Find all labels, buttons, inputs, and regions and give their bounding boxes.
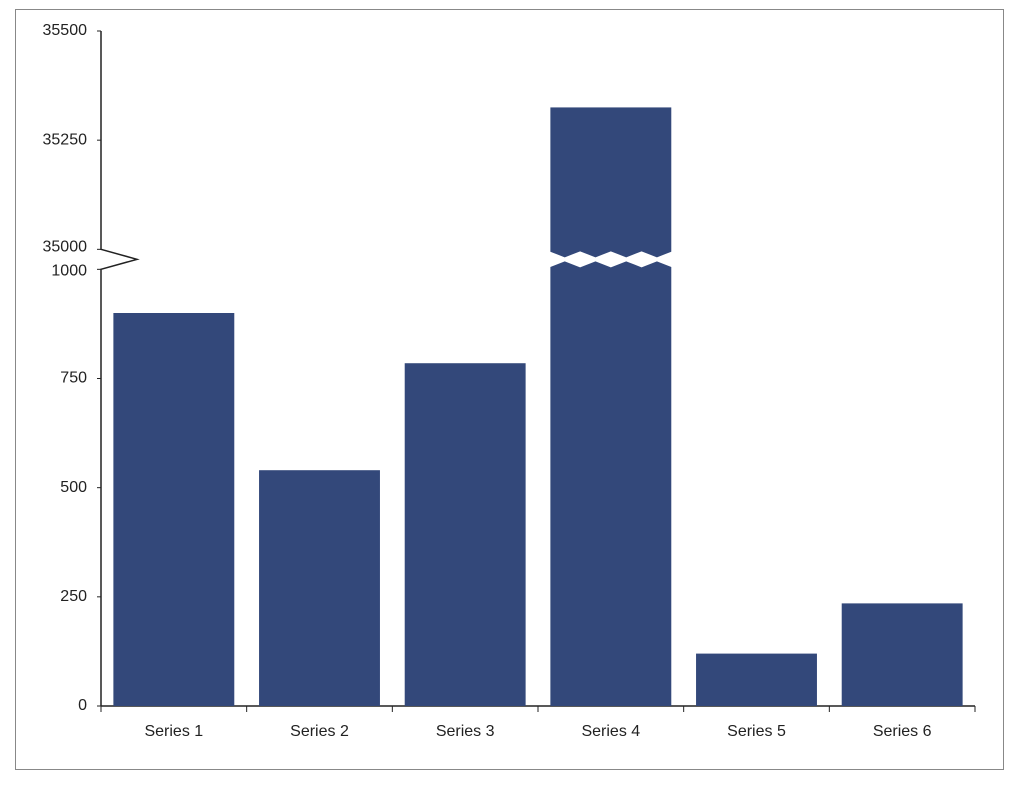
y-tick-label: 1000 — [51, 263, 87, 280]
bar — [113, 313, 235, 706]
x-tick-label: Series 6 — [873, 723, 932, 740]
bar — [550, 107, 672, 706]
bar-break — [549, 251, 673, 268]
x-tick-label: Series 2 — [290, 723, 349, 740]
y-tick-label: 500 — [60, 479, 87, 496]
x-tick-label: Series 4 — [581, 723, 640, 740]
x-tick-label: Series 5 — [727, 723, 786, 740]
y-tick-label: 750 — [60, 370, 87, 387]
y-tick-label: 35250 — [43, 131, 88, 148]
y-tick-label: 35000 — [43, 239, 88, 256]
bar — [696, 653, 817, 706]
y-axis — [100, 31, 140, 706]
y-tick-label: 0 — [78, 697, 87, 714]
x-tick-label: Series 1 — [144, 723, 203, 740]
bar — [841, 603, 963, 706]
y-tick-label: 35500 — [43, 22, 88, 39]
y-tick-label: 250 — [60, 588, 87, 605]
bar — [259, 470, 380, 706]
bar — [404, 363, 526, 706]
x-tick-label: Series 3 — [436, 723, 495, 740]
